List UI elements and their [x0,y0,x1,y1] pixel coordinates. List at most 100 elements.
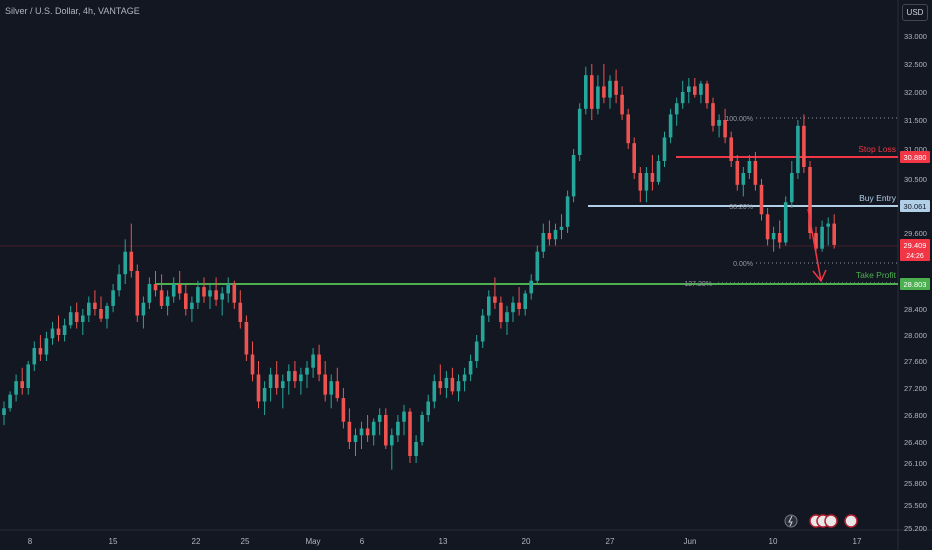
bar-countdown: 24:26 [906,253,924,260]
candle-body [535,251,540,281]
candle-body [487,296,491,316]
candle-body [687,86,691,92]
price-tick-label: 31.500 [904,116,927,125]
price-tick-label: 31.000 [904,145,927,154]
candle-body [62,325,67,335]
price-tick-label: 26.400 [904,438,927,447]
candle-body [81,315,85,322]
candle-body [323,374,327,395]
time-tick-label: 8 [28,537,33,546]
candle-body [68,312,73,326]
candle-body [329,381,333,395]
candle-body [14,381,18,395]
candle-body [293,371,297,382]
candle-body [480,315,485,342]
candle-body [44,338,49,355]
time-tick-label: 17 [853,537,862,546]
candle-body [771,233,776,240]
candle-body [826,223,830,227]
fib-label-38: 38.20% [729,204,753,211]
candle-body [462,374,467,382]
candle-body [450,377,455,392]
arrow-shaft [807,208,822,282]
candle-body [620,94,624,115]
candle-body [414,442,418,456]
candle-body [202,287,206,297]
candle-body [32,348,37,365]
candle-body [165,296,170,306]
candle-body [529,280,533,294]
take-profit-price: 28.803 [904,280,927,289]
candle-body [50,328,55,339]
candle-body [159,290,164,306]
time-axis: 8 15 22 25 May 6 13 20 27 Jun 10 17 [28,537,862,546]
candle-body [20,381,24,388]
candle-body [584,75,588,109]
price-tick-label: 33.000 [904,32,927,41]
buy-entry-price-badge [900,200,930,212]
candle-body [571,155,576,197]
forecast-arrow [807,208,827,283]
event-markers[interactable] [784,514,858,528]
candle-body [735,161,740,185]
candle-body [493,296,497,303]
take-profit-label: Take Profit [856,270,897,280]
candle-body [214,290,218,300]
candle-body [590,75,594,109]
symbol-title: Silver / U.S. Dollar, 4h, VANTAGE [5,6,140,16]
candle-body [274,374,279,388]
buy-entry-price: 30.061 [904,202,927,211]
candle-body [517,302,521,309]
candle-body [662,137,667,161]
candle-body [426,401,430,415]
candle-body [753,161,758,185]
time-tick-label: 27 [606,537,615,546]
candle-body [123,251,127,275]
candle-body [8,394,12,409]
us-flag-icon-3[interactable] [824,514,838,528]
candle-body [208,290,212,297]
candle-body [723,120,727,138]
candle-body [820,226,824,249]
candle-body [644,173,649,191]
candle-body [456,381,461,392]
candle-body [390,435,394,446]
candle-body [256,374,261,402]
candle-body [541,233,546,252]
candle-body [432,381,437,402]
price-tick-label: 32.500 [904,60,927,69]
lightning-bolt-shape [788,515,793,527]
fib-labels: 100.00% 38.20% 0.00% 127.20% [684,116,753,288]
candle-body [341,398,346,422]
candle-body [511,302,515,313]
currency-button[interactable]: USD [902,4,928,21]
time-tick-label: 13 [439,537,448,546]
lightning-icon[interactable] [784,514,798,528]
us-flag-icon-4[interactable] [844,514,858,528]
candle-body [832,223,836,245]
candle-body [117,274,121,291]
candle-body [311,354,315,368]
candle-body [420,415,424,442]
candle-body [317,354,321,375]
candle-body [680,92,685,104]
stop-loss-price: 30.880 [904,153,927,162]
candle-body [626,114,630,144]
candle-body [596,86,600,109]
candle-body [565,196,570,227]
candle-body [783,202,788,243]
candle-body [190,302,194,309]
time-tick-label: 6 [360,537,365,546]
candle-body [353,435,358,442]
candle-body [396,421,400,436]
candle-body [226,284,230,294]
candle-body [99,309,103,319]
time-tick-label: 15 [109,537,118,546]
candle-body [147,284,152,303]
trade-annotations: Stop Loss Buy Entry Take Profit [856,144,897,280]
time-tick-label: 20 [522,537,531,546]
fib-label-100: 100.00% [725,116,753,123]
candles [2,64,836,470]
candle-body [371,421,376,436]
